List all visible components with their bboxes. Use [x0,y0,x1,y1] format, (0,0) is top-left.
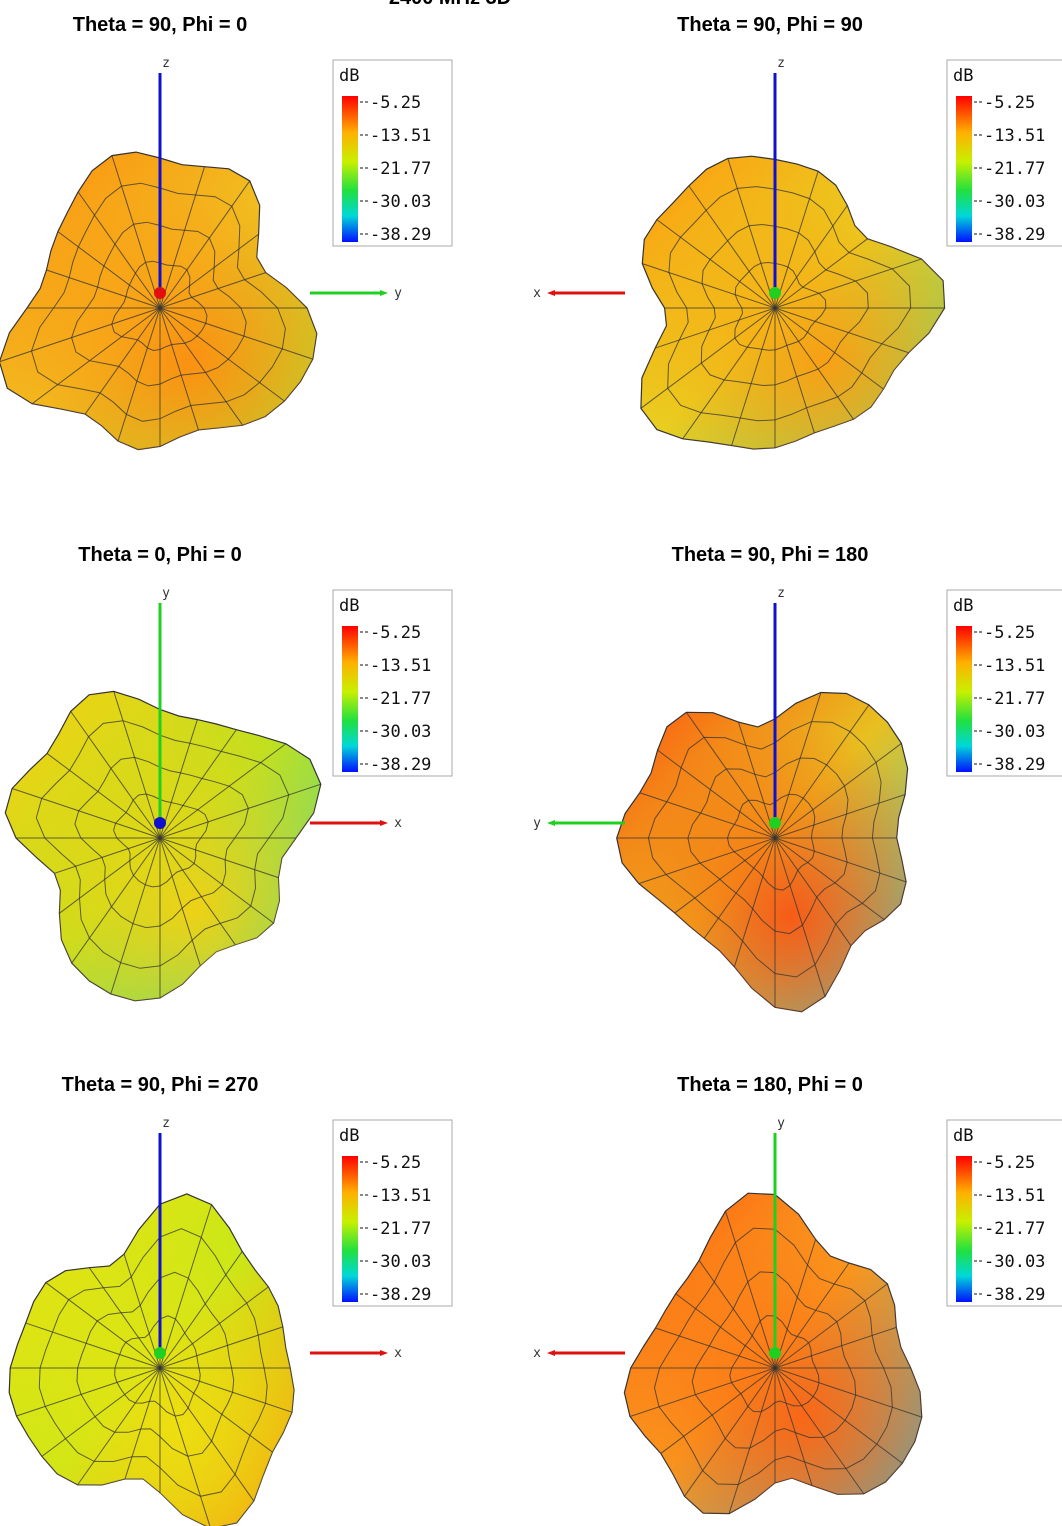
color-bar [342,1156,358,1302]
legend-label: -21.77 [370,689,431,709]
legend-label: -30.03 [370,722,431,742]
color-bar [956,626,972,772]
legend-label: -5.25 [984,1153,1035,1173]
panel-title: Theta = 90, Phi = 90 [677,14,863,36]
horizontal-axis-label: x [533,286,541,301]
panel: Theta = 180, Phi = 0 y x dB -5.25 -13.51 -21.7… [533,1074,1062,1515]
horizontal-axis-label: y [394,286,402,301]
legend-label: -38.29 [370,1285,431,1305]
axis-arrow [547,820,555,826]
legend: dB -5.25 -13.51 -21.77 -30.03 -38.29 [332,59,453,247]
panel-title: Theta = 180, Phi = 0 [677,1074,863,1096]
axis-arrow [380,820,388,826]
legend-label: -38.29 [984,755,1045,775]
legend-unit: dB [953,596,973,616]
legend-label: -30.03 [984,1252,1045,1272]
legend-label: -13.51 [370,1186,431,1206]
pattern-mesh [0,155,313,447]
legend-label: -38.29 [370,755,431,775]
pattern-mesh [11,691,321,998]
color-bar [342,626,358,772]
pattern-shading [9,1193,294,1526]
legend: dB -5.25 -13.51 -21.77 -30.03 -38.29 [946,589,1062,777]
pattern-shading [640,156,945,449]
horizontal-axis-label: y [533,816,541,831]
legend-label: -38.29 [370,225,431,245]
legend-label: -30.03 [984,722,1045,742]
panel: Theta = 90, Phi = 90 z x dB -5.25 -13.51 -21.7… [533,14,1062,450]
legend-label: -5.25 [370,93,421,113]
legend-label: -21.77 [984,689,1045,709]
legend-label: -13.51 [370,656,431,676]
pattern-mesh [640,158,945,448]
vertical-axis-label: y [777,1116,785,1131]
legend-label: -5.25 [370,623,421,643]
origin-dot [154,1347,166,1359]
axis-arrow [380,1350,388,1356]
legend-label: -21.77 [984,159,1045,179]
vertical-axis-label: z [162,1116,170,1131]
panel-title: Theta = 90, Phi = 0 [73,14,248,36]
legend: dB -5.25 -13.51 -21.77 -30.03 -38.29 [332,589,453,777]
pattern-mesh [629,1194,922,1514]
axis-arrow [547,290,555,296]
vertical-axis-label: z [777,586,785,601]
horizontal-axis-label: x [394,1346,402,1361]
origin-dot [154,817,166,829]
legend-unit: dB [339,596,359,616]
color-bar [342,96,358,242]
legend-label: -13.51 [984,126,1045,146]
legend-unit: dB [953,66,973,86]
legend-label: -5.25 [984,623,1035,643]
figure-title: 2400 MHz 3D [389,0,511,9]
origin-dot [769,1347,781,1359]
panel: Theta = 90, Phi = 270 z x dB -5.25 -13.51 -21.… [8,1074,453,1526]
legend-unit: dB [339,1126,359,1146]
vertical-axis-label: y [162,586,170,601]
color-bar [956,96,972,242]
legend-label: -13.51 [370,126,431,146]
origin-dot [769,817,781,829]
legend-unit: dB [953,1126,973,1146]
pattern-mesh [10,1204,293,1526]
color-bar [956,1156,972,1302]
legend-label: -30.03 [370,1252,431,1272]
legend-label: -21.77 [370,159,431,179]
panel: Theta = 90, Phi = 0 z y dB -5.25 -13.51 -21.77… [0,14,453,451]
axis-arrow [380,290,388,296]
panel: Theta = 90, Phi = 180 z y dB -5.25 -13.51 -21.… [533,544,1062,1013]
legend-label: -30.03 [984,192,1045,212]
legend-label: -30.03 [370,192,431,212]
legend-label: -38.29 [984,225,1045,245]
legend-label: -13.51 [984,656,1045,676]
horizontal-axis-label: x [394,816,402,831]
panel-title: Theta = 90, Phi = 180 [672,544,869,566]
pattern-shading [0,152,317,450]
legend-unit: dB [339,66,359,86]
legend-label: -21.77 [984,1219,1045,1239]
origin-dot [154,287,166,299]
legend-label: -21.77 [370,1219,431,1239]
vertical-axis-label: z [162,56,170,71]
origin-dot [769,287,781,299]
legend-label: -38.29 [984,1285,1045,1305]
pattern-mesh [616,692,907,1008]
legend-label: -5.25 [984,93,1035,113]
vertical-axis-label: z [777,56,785,71]
horizontal-axis-label: x [533,1346,541,1361]
legend: dB -5.25 -13.51 -21.77 -30.03 -38.29 [946,59,1062,247]
panel-title: Theta = 0, Phi = 0 [78,544,241,566]
panel: Theta = 0, Phi = 0 y x dB -5.25 -13.51 -21.77 -… [4,544,453,1002]
legend: dB -5.25 -13.51 -21.77 -30.03 -38.29 [332,1119,453,1307]
axis-arrow [547,1350,555,1356]
pattern-shading [616,692,908,1012]
legend: dB -5.25 -13.51 -21.77 -30.03 -38.29 [946,1119,1062,1307]
legend-label: -5.25 [370,1153,421,1173]
panel-title: Theta = 90, Phi = 270 [62,1074,259,1096]
legend-label: -13.51 [984,1186,1045,1206]
